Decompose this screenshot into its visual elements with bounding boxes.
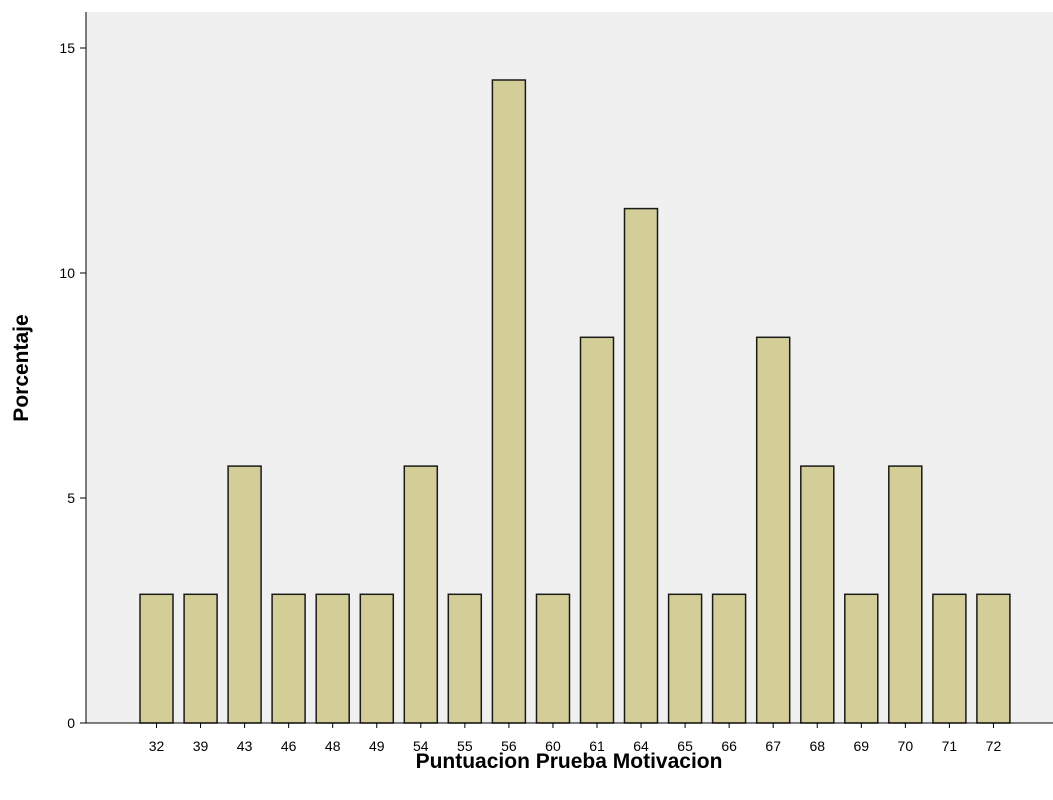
bar-67 xyxy=(755,336,791,724)
x-tick-label-39: 39 xyxy=(193,738,209,754)
x-tick-label-65: 65 xyxy=(677,738,693,754)
bar-64 xyxy=(623,207,659,724)
y-tick-label-5: 5 xyxy=(67,490,75,506)
bar-39 xyxy=(183,593,218,724)
bar-48 xyxy=(315,593,350,724)
bar-49 xyxy=(359,593,395,724)
x-tick-label-32: 32 xyxy=(149,738,165,754)
x-tick-label-64: 64 xyxy=(633,738,649,754)
x-tick-label-48: 48 xyxy=(325,738,341,754)
x-tick-label-72: 72 xyxy=(986,738,1002,754)
x-tick-label-71: 71 xyxy=(942,738,958,754)
y-axis-title: Porcentaje xyxy=(10,314,33,421)
y-tick-label-0: 0 xyxy=(67,715,75,731)
x-tick-label-61: 61 xyxy=(589,738,605,754)
bar-66 xyxy=(711,593,747,724)
bar-65 xyxy=(667,593,703,724)
x-axis-ticks: 32 39 43 46 48 49 54 55 56 60 61 64 65 66 67 68 69 70 71 72 xyxy=(149,723,1002,754)
bar-72 xyxy=(976,593,1011,724)
bar-55 xyxy=(447,593,483,724)
bar-69 xyxy=(844,593,879,724)
x-tick-label-60: 60 xyxy=(545,738,561,754)
x-tick-label-54: 54 xyxy=(413,738,429,754)
bar-70 xyxy=(888,465,923,724)
x-tick-label-68: 68 xyxy=(809,738,825,754)
x-tick-label-49: 49 xyxy=(369,738,385,754)
x-tick-label-67: 67 xyxy=(765,738,781,754)
x-tick-label-66: 66 xyxy=(721,738,737,754)
y-tick-label-15: 15 xyxy=(59,40,75,56)
x-tick-label-43: 43 xyxy=(237,738,253,754)
bar-68 xyxy=(800,465,835,724)
x-tick-label-70: 70 xyxy=(898,738,914,754)
x-tick-label-46: 46 xyxy=(281,738,297,754)
bar-46 xyxy=(271,593,306,724)
bar-32 xyxy=(139,593,174,724)
bar-60 xyxy=(535,593,571,724)
bar-56 xyxy=(491,79,527,724)
y-tick-label-10: 10 xyxy=(59,265,75,281)
bars-group xyxy=(139,79,1011,724)
bar-43 xyxy=(227,465,262,724)
bar-54 xyxy=(403,465,439,724)
bar-71 xyxy=(932,593,967,724)
bar-61 xyxy=(579,336,615,724)
y-axis-ticks: 0 5 10 15 xyxy=(59,40,86,731)
x-tick-label-55: 55 xyxy=(457,738,473,754)
x-tick-label-56: 56 xyxy=(501,738,517,754)
x-axis-title: Puntuacion Prueba Motivacion xyxy=(416,750,723,773)
x-tick-label-69: 69 xyxy=(854,738,870,754)
